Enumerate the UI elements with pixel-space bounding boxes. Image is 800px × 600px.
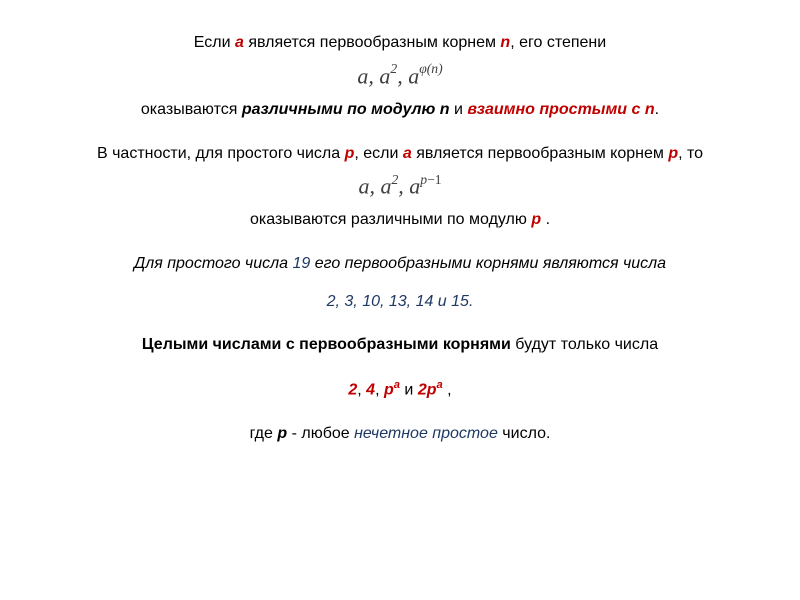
val-2pa-base: p [427, 381, 437, 398]
text-line-2: оказываются различными по модулю n и вза… [70, 99, 730, 121]
text: В частности, для простого числа [97, 145, 345, 162]
text: , то [678, 145, 703, 162]
val-2: 2 [348, 381, 357, 398]
math-a3-sup: p−1 [420, 172, 441, 187]
var-p: p [668, 145, 678, 162]
text: его первообразными корнями являются числ… [310, 255, 666, 272]
text-line-3: В частности, для простого числа p, если … [70, 143, 730, 165]
slide-content: Если а является первообразным корнем n, … [0, 0, 800, 600]
math-a2-base: a [380, 173, 391, 198]
var-p: p [531, 211, 541, 228]
emph-2: взаимно простыми с n [467, 101, 654, 118]
text: Если [194, 34, 235, 51]
text: является первообразным корнем [412, 145, 669, 162]
math-a3-base: a [409, 173, 420, 198]
text-line-7: Целыми числами с первообразными корнями … [70, 334, 730, 356]
var-p: p [277, 425, 287, 442]
text: оказываются различными по модулю [250, 211, 531, 228]
text: . [655, 101, 659, 118]
roots-list: 2, 3, 10, 13, 14 и 15. [70, 291, 730, 313]
text: и [450, 101, 468, 118]
math-a3-base: a [408, 63, 419, 88]
spacer [70, 366, 730, 378]
text: где [250, 425, 278, 442]
text: , если [354, 145, 403, 162]
emph: Целыми числами с первообразными корнями [142, 336, 511, 353]
math-a2-base: a [379, 63, 390, 88]
val-2pa-coef: 2 [418, 381, 427, 398]
emph-odd-prime: нечетное простое [354, 425, 498, 442]
var-a: а [403, 145, 412, 162]
text-line-4: оказываются различными по модулю p . [70, 209, 730, 231]
text: 2, 3, 10, 13, 14 и 15. [327, 293, 474, 310]
text-line-5: Для простого числа 19 его первообразными… [70, 253, 730, 275]
math-a: a [357, 63, 368, 88]
var-n: n [500, 34, 510, 51]
math-a2-sup: 2 [390, 61, 397, 76]
spacer [70, 322, 730, 334]
sep: , [357, 381, 366, 398]
text-line-1: Если а является первообразным корнем n, … [70, 32, 730, 54]
var-a: а [235, 34, 244, 51]
sep: , [375, 381, 384, 398]
text: . [541, 211, 550, 228]
values-line: 2, 4, pa и 2pa , [70, 378, 730, 401]
sep: , [443, 381, 452, 398]
math-a2-sup: 2 [391, 172, 398, 187]
text-line-9: где p - любое нечетное простое число. [70, 423, 730, 445]
text: является первообразным корнем [244, 34, 501, 51]
val-4: 4 [366, 381, 375, 398]
text: будут только числа [511, 336, 658, 353]
val-pa-base: p [384, 381, 394, 398]
spacer [70, 131, 730, 143]
text: число. [498, 425, 551, 442]
math-sep: , [397, 63, 408, 88]
math-a: a [358, 173, 369, 198]
emph-1: различными по модулю n [242, 101, 450, 118]
formula-2: a, a2, ap−1 [70, 174, 730, 197]
text: - любое [287, 425, 354, 442]
math-sep: , [369, 173, 380, 198]
spacer [70, 241, 730, 253]
formula-1: a, a2, aφ(n) [70, 64, 730, 87]
text: Для простого числа [134, 255, 293, 272]
text: оказываются [141, 101, 242, 118]
spacer [70, 411, 730, 423]
math-sep: , [398, 173, 409, 198]
math-a3-sup: φ(n) [419, 61, 442, 76]
sep: и [400, 381, 418, 398]
var-p: p [345, 145, 355, 162]
text: , его степени [510, 34, 606, 51]
math-sep: , [368, 63, 379, 88]
number-19: 19 [292, 255, 310, 272]
